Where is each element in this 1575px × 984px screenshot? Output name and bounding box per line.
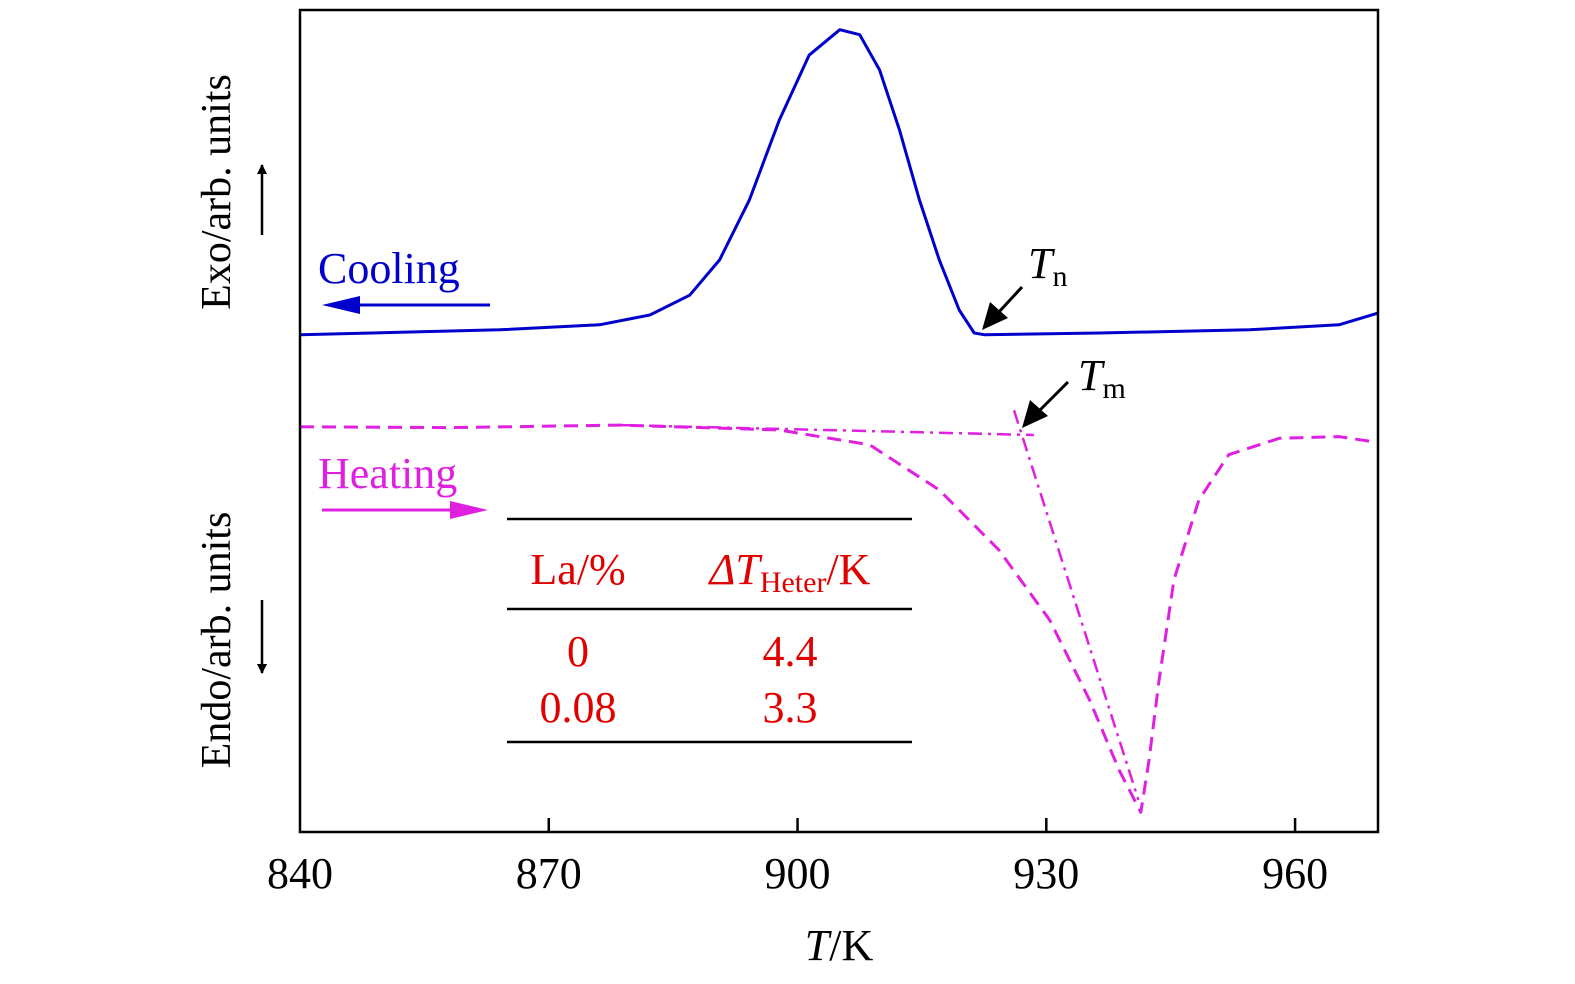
tm-label: Tm: [1078, 351, 1126, 405]
x-axis-label: T/K: [805, 921, 874, 970]
series-cooling-line: [299, 28, 1378, 337]
x-tick-label-840: 840: [267, 849, 333, 898]
table-header-dt-unit: /K: [826, 545, 870, 594]
cooling-label: Cooling: [318, 244, 460, 293]
tn-arrow-icon: [982, 302, 1008, 330]
tm-arrow-line: [1038, 380, 1070, 412]
table-header-dt: ΔTHeter/K: [708, 545, 871, 599]
x-axis-label-var: T: [805, 921, 833, 970]
tn-label: Tn: [1028, 239, 1067, 293]
tn-arrow-line: [996, 285, 1024, 315]
table-row-1-la: 0.08: [540, 683, 617, 732]
table-header-dt-sub: Heter: [760, 566, 827, 599]
x-tick-label-870: 870: [516, 849, 582, 898]
series-heating-line: [299, 423, 1378, 814]
table-header-la: La/%: [530, 545, 625, 594]
y-axis-label-endo: Endo/arb. units: [194, 512, 240, 769]
table-row-0-la: 0: [567, 627, 589, 676]
table-row-0-dt: 4.4: [763, 627, 818, 676]
undercooling-table: La/% ΔTHeter/K 0 4.4 0.08 3.3: [507, 517, 912, 744]
tangent-line-1: [1012, 409, 1140, 801]
cooling-arrow-icon: [322, 296, 360, 314]
tm-label-sub: m: [1102, 372, 1125, 405]
heating-arrow-icon: [450, 501, 488, 519]
tm-arrow-icon: [1022, 400, 1048, 428]
y-axis-label-exo: Exo/arb. units: [194, 74, 240, 310]
x-tick-label-960: 960: [1262, 849, 1328, 898]
tm-label-main: T: [1078, 351, 1106, 400]
tn-label-sub: n: [1052, 260, 1067, 293]
tangent-line-0: [620, 423, 1034, 437]
x-tick-label-930: 930: [1013, 849, 1079, 898]
heating-label: Heating: [318, 449, 457, 498]
x-axis-label-unit: /K: [829, 921, 873, 970]
tn-label-main: T: [1028, 239, 1056, 288]
table-row-1-dt: 3.3: [763, 683, 818, 732]
table-header-dt-main: ΔT: [708, 545, 764, 594]
x-tick-label-900: 900: [765, 849, 831, 898]
plot-frame: [298, 8, 1380, 834]
